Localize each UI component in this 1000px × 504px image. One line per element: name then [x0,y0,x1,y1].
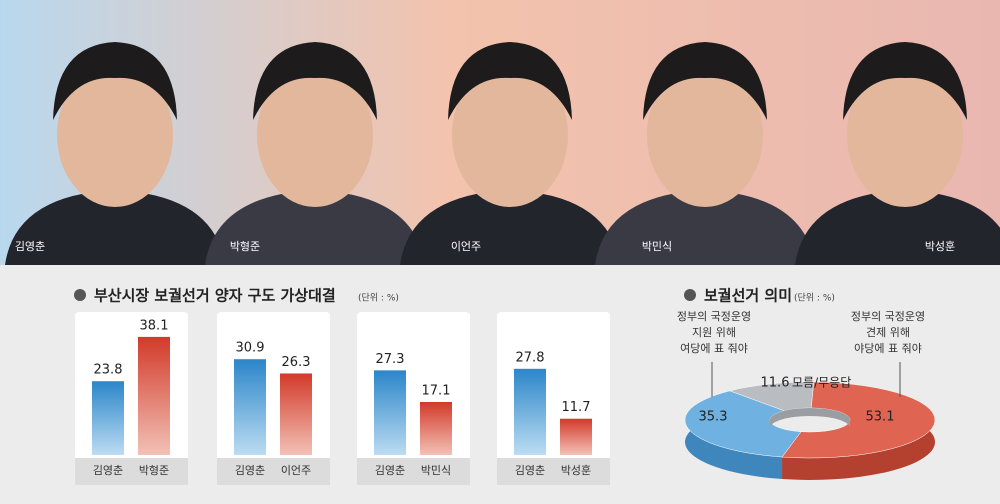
category-label: 야당에 표 줘야 [854,342,922,355]
person-body [5,190,225,265]
value-label: 38.1 [140,318,169,333]
bar [420,401,452,455]
person-face [847,63,963,207]
bar [92,381,124,455]
category-label: 이언주 [281,464,311,477]
person-face [57,63,173,207]
category-label: 견제 위해 [866,325,910,339]
panel-label-strip [75,458,188,485]
person-face [452,63,568,207]
hole-wall [770,408,850,428]
category-label: 모름/무응답 [792,376,851,390]
category-label: 박형준 [139,464,169,477]
unit-label: (단위 : %) [794,293,835,304]
chart-title: 부산시장 보궐선거 양자 구도 가상대결 [94,287,336,305]
category-label: 박성훈 [561,464,591,477]
chart-title: 보궐선거 의미 [704,287,792,305]
value-label: 23.8 [94,363,123,378]
person-body [400,190,620,265]
person-body [595,190,815,265]
category-label: 김영춘 [93,464,123,477]
bar [374,370,406,455]
category-label: 여당에 표 줘야 [680,342,748,355]
slice [684,390,802,458]
person-body [205,190,425,265]
person-hair [843,42,967,120]
photo-caption: 박민식 [642,240,672,253]
person-hair [253,42,377,120]
category-label: 지원 위해 [692,325,736,339]
person-body [795,190,1000,265]
bar [514,368,546,455]
value-label: 27.3 [376,352,405,367]
person-face [257,63,373,207]
bar [138,336,170,455]
value-label: 53.1 [866,410,895,425]
photo-caption: 박형준 [230,240,260,253]
category-label: 정부의 국정운영 [677,310,751,323]
value-label: 11.6 [761,376,790,391]
person-face [647,63,763,207]
panel-label-strip [217,458,330,485]
bar [280,373,312,455]
value-label: 35.3 [699,410,728,425]
title-icon [74,289,86,301]
value-label: 27.8 [516,350,545,365]
value-label: 26.3 [282,355,311,370]
person-hair [53,42,177,120]
person-hair [643,42,767,120]
unit-label: (단위 : %) [358,293,399,304]
title-icon [684,289,696,301]
bar [560,418,592,455]
photo-strip: 김영춘 박형준 이언주 박민식 박성훈 [5,42,1000,265]
category-label: 박민식 [421,464,451,477]
bar [234,359,266,455]
panel-label-strip [497,458,610,485]
category-label: 정부의 국정운영 [851,310,925,323]
category-label: 김영춘 [515,464,545,477]
photo-caption: 이언주 [451,240,481,253]
value-label: 11.7 [562,400,591,415]
photo-caption: 박성훈 [925,240,955,253]
photo-caption: 김영춘 [15,240,45,253]
category-label: 김영춘 [375,464,405,477]
person-hair [448,42,572,120]
panel-label-strip [357,458,470,485]
value-label: 30.9 [236,341,265,356]
value-label: 17.1 [422,383,451,398]
category-label: 김영춘 [235,464,265,477]
